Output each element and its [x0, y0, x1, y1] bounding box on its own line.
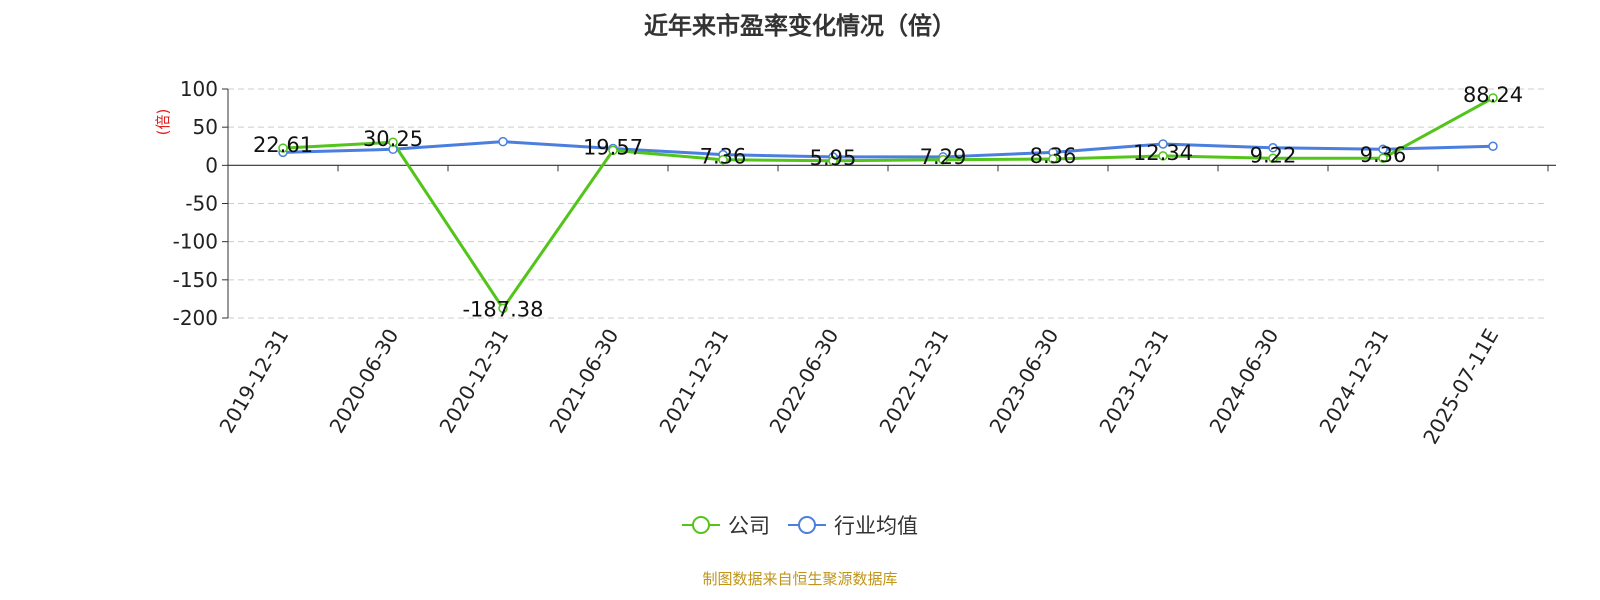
industry-point	[1378, 144, 1388, 155]
grid-lines	[228, 88, 1548, 319]
company-point	[938, 155, 948, 165]
y-tick-label: -100	[173, 230, 218, 254]
company-point	[1048, 154, 1058, 164]
series-lines	[278, 93, 1498, 314]
legend-company-marker	[682, 516, 720, 534]
legend-item-industry[interactable]: 行业均值	[788, 510, 918, 540]
company-point	[1268, 153, 1278, 164]
company-point	[828, 156, 838, 166]
y-tick-label: 50	[193, 115, 218, 139]
x-tick-label: 2021-06-30	[544, 325, 623, 438]
chart-title: 近年来市盈率变化情况（倍）	[644, 12, 956, 40]
company-data-label: 12.34	[1133, 141, 1193, 165]
company-data-label: 19.57	[583, 135, 643, 159]
company-data-label: -187.38	[462, 297, 543, 321]
x-tick-label: 2020-12-31	[434, 325, 513, 438]
y-tick-label: 100	[180, 77, 218, 101]
company-data-label: 7.29	[920, 145, 967, 169]
company-point	[498, 303, 508, 314]
y-tick-label: -150	[173, 268, 218, 292]
y-axis-unit-label: (倍)	[154, 109, 172, 136]
y-tick-label: -50	[185, 192, 218, 216]
company-point	[388, 137, 398, 147]
x-tick-label: 2023-06-30	[984, 325, 1063, 438]
x-tick-label: 2024-06-30	[1204, 325, 1283, 438]
x-tick-label: 2019-12-31	[214, 325, 293, 438]
industry-point	[1268, 143, 1278, 153]
industry-point	[498, 136, 508, 147]
company-data-label: 5.95	[810, 146, 857, 170]
y-tick-label: -200	[173, 306, 218, 330]
company-point	[278, 143, 288, 153]
company-data-label: 22.61	[253, 133, 313, 157]
x-tick-label: 2023-12-31	[1094, 325, 1173, 438]
company-point	[1158, 151, 1168, 161]
legend: 公司 行业均值	[0, 510, 1600, 540]
company-series-line	[282, 96, 1494, 310]
industry-point	[1488, 141, 1498, 151]
x-tick-label: 2021-12-31	[654, 325, 733, 438]
company-point	[718, 154, 728, 165]
legend-label-company: 公司	[728, 514, 770, 538]
company-point	[608, 145, 618, 156]
company-data-label: 7.36	[700, 145, 747, 169]
company-data-label: 30.25	[363, 127, 423, 151]
company-point	[1488, 93, 1498, 103]
data-labels: 22.61 30.25 -187.38 19.57 7.36 5.95 7.29 8.36 12…	[253, 83, 1523, 321]
x-tick-label: 2020-06-30	[324, 325, 403, 438]
legend-item-company[interactable]: 公司	[682, 510, 770, 540]
y-tick-label: 0	[205, 153, 218, 177]
company-point	[1378, 153, 1388, 163]
company-data-label: 8.36	[1030, 144, 1077, 168]
industry-series-line	[282, 140, 1494, 159]
x-tick-label: 2022-06-30	[764, 325, 843, 438]
x-tick-label: 2024-12-31	[1314, 325, 1393, 438]
company-data-label: 9.36	[1360, 143, 1407, 167]
industry-point	[1158, 139, 1168, 149]
x-tick-label: 2025-07-11E	[1418, 325, 1503, 449]
legend-industry-marker	[788, 516, 826, 534]
company-data-label: 88.24	[1463, 83, 1523, 107]
x-tick-label: 2022-12-31	[874, 325, 953, 438]
legend-label-industry: 行业均值	[834, 514, 918, 538]
source-note: 制图数据来自恒生聚源数据库	[702, 570, 898, 588]
company-data-label: 9.22	[1250, 143, 1297, 167]
